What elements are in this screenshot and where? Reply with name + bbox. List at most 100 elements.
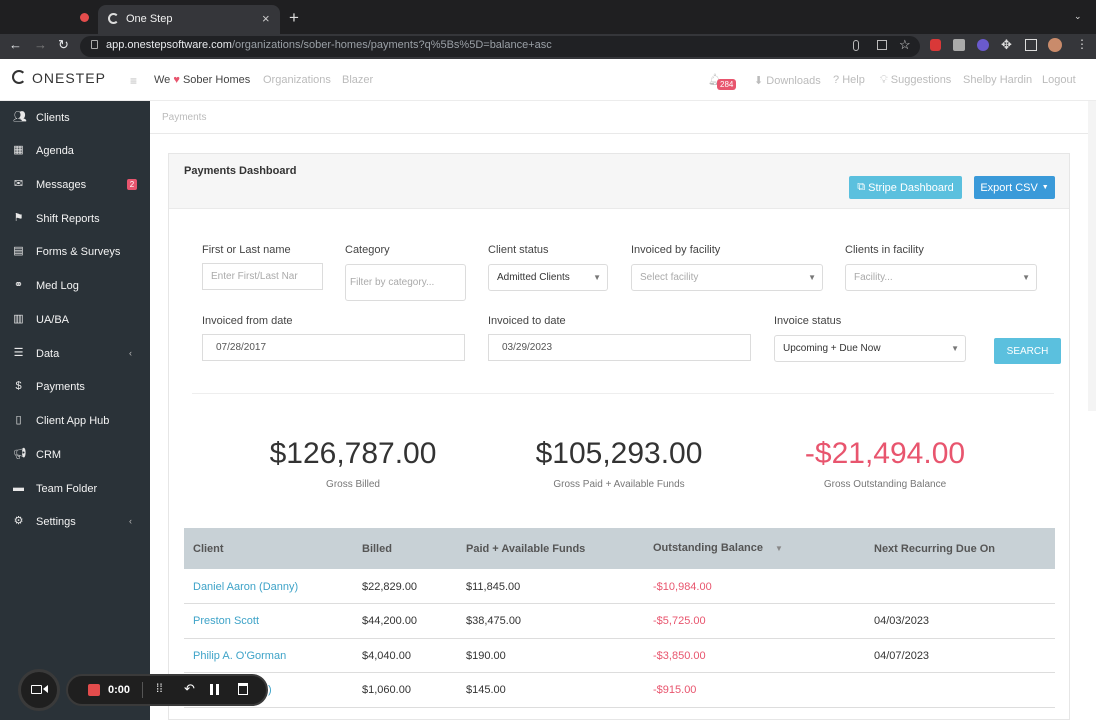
chevron-left-icon: ‹ — [129, 348, 132, 358]
sidebar-item-uaba[interactable]: ▥ UA/BA — [0, 303, 150, 337]
sidebar-item-team-folder[interactable]: ▬ Team Folder — [0, 472, 150, 506]
org-switcher[interactable]: We ♥ Sober Homes — [154, 74, 250, 86]
sidebar-item-label: Settings — [36, 516, 76, 528]
sidebar-item-data[interactable]: ☰ Data ‹ — [0, 337, 150, 371]
category-input[interactable]: Filter by category... — [345, 264, 466, 301]
sidebar-item-messages[interactable]: ✉ Messages 2 — [0, 168, 150, 202]
app-logo[interactable]: ONESTEP — [32, 70, 106, 86]
sidebar-item-forms-surveys[interactable]: ▤ Forms & Surveys — [0, 235, 150, 269]
cup-icon: ▥ — [13, 313, 24, 325]
client-status-label: Client status — [488, 244, 549, 256]
invoiced-by-select[interactable]: Select facility ▼ — [631, 264, 823, 291]
search-button[interactable]: SEARCH — [994, 338, 1061, 364]
from-date-input[interactable]: 07/28/2017 — [202, 334, 465, 361]
forward-icon[interactable]: → — [34, 37, 47, 52]
download-icon: ⬇ — [754, 75, 764, 87]
address-bar[interactable] — [80, 36, 920, 57]
client-status-select[interactable]: Admitted Clients ▼ — [488, 264, 608, 291]
nav-logout[interactable]: Logout — [1042, 74, 1076, 86]
sidebar-item-label: Clients — [36, 112, 70, 124]
from-date-label: Invoiced from date — [202, 315, 293, 327]
extension-purple-icon[interactable] — [977, 39, 989, 51]
clients-in-label: Clients in facility — [845, 244, 924, 256]
to-date-input[interactable]: 03/29/2023 — [488, 334, 751, 361]
nav-blazer[interactable]: Blazer — [342, 74, 374, 86]
billed-cell: $44,200.00 — [362, 615, 418, 627]
sidebar-item-med-log[interactable]: ⚭ Med Log — [0, 269, 150, 303]
sidebar-item-label: Messages — [36, 179, 87, 191]
column-paid[interactable]: Paid + Available Funds — [466, 543, 586, 555]
reload-icon[interactable]: ↻ — [58, 37, 69, 52]
extension-red-icon[interactable] — [930, 39, 941, 51]
sidebar-item-settings[interactable]: ⚙ Settings ‹ — [0, 505, 150, 539]
back-icon[interactable]: ← — [9, 37, 22, 52]
sidebar-item-label: Forms & Surveys — [36, 246, 121, 258]
invoice-status-select[interactable]: Upcoming + Due Now ▼ — [774, 335, 966, 362]
file-icon: ▤ — [13, 245, 24, 257]
nav-help[interactable]: ? Help — [833, 74, 865, 86]
breadcrumb[interactable]: Payments — [162, 112, 207, 123]
billed-cell: $1,060.00 — [362, 684, 411, 696]
sidebar-item-crm[interactable]: 📢︎ CRM — [0, 438, 150, 472]
lock-icon — [91, 40, 98, 49]
export-csv-button[interactable]: Export CSV ▼ — [974, 176, 1055, 199]
sidebar-item-clients[interactable]: 👥︎ Clients — [0, 101, 150, 135]
mobile-icon: ▯ — [15, 414, 22, 426]
client-link[interactable]: Philip A. O'Gorman — [193, 650, 287, 662]
camera-toggle[interactable] — [18, 669, 60, 711]
column-billed[interactable]: Billed — [362, 543, 392, 555]
sidepanel-icon[interactable] — [1025, 39, 1037, 51]
undo-icon[interactable]: ↶ — [184, 681, 195, 696]
column-next-due[interactable]: Next Recurring Due On — [874, 543, 996, 555]
onestep-logo-icon — [12, 70, 26, 84]
sidebar-item-client-app-hub[interactable]: ▯ Client App Hub — [0, 404, 150, 438]
column-client[interactable]: Client — [193, 543, 224, 555]
profile-avatar[interactable] — [1048, 38, 1062, 52]
org-prefix: We — [154, 74, 171, 86]
extension-gray-icon[interactable] — [953, 39, 965, 51]
nav-user[interactable]: Shelby Hardin — [963, 74, 1033, 86]
client-link[interactable]: Daniel Aaron (Danny) — [193, 581, 299, 593]
tab-title: One Step — [126, 13, 173, 25]
nav-organizations[interactable]: Organizations — [263, 74, 331, 86]
stop-record-icon[interactable] — [88, 684, 100, 696]
nav-downloads[interactable]: ⬇ Downloads — [754, 74, 821, 87]
browser-tab[interactable]: One Step × — [98, 5, 280, 34]
gross-outstanding-label: Gross Outstanding Balance — [823, 479, 947, 490]
gross-paid-label: Gross Paid + Available Funds — [553, 479, 685, 490]
sidebar-item-agenda[interactable]: ▦ Agenda — [0, 134, 150, 168]
menu-toggle-icon[interactable]: ≡ — [130, 74, 138, 88]
divider — [150, 133, 1088, 134]
sidebar-item-shift-reports[interactable]: ⚑ Shift Reports — [0, 202, 150, 236]
users-icon: 👥︎ — [13, 111, 27, 123]
trash-icon[interactable] — [238, 683, 248, 695]
calendar-icon: ▦ — [13, 144, 24, 156]
stripe-dashboard-button[interactable]: ⧉ Stripe Dashboard — [849, 176, 962, 199]
bookmark-star-icon[interactable]: ☆ — [899, 37, 911, 52]
microphone-icon[interactable] — [853, 40, 859, 51]
browser-menu-icon[interactable]: ⋮ — [1076, 37, 1088, 51]
tab-search-chevron-icon[interactable]: ⌄ — [1074, 11, 1082, 21]
table-row — [184, 604, 1055, 639]
table-row — [184, 673, 1055, 708]
page-scrollbar[interactable] — [1088, 101, 1096, 411]
client-link[interactable]: Preston Scott — [193, 615, 260, 627]
column-outstanding[interactable]: Outstanding Balance — [653, 542, 764, 554]
messages-badge: 2 — [127, 179, 137, 190]
extensions-puzzle-icon[interactable]: ✥ — [1001, 37, 1012, 52]
sort-icon[interactable]: ▼ — [775, 544, 783, 553]
gear-icon: ⚙ — [13, 515, 24, 527]
client-link[interactable]: ) — [268, 684, 272, 696]
nav-suggestions[interactable]: 💡︎ Suggestions — [880, 74, 951, 87]
pause-icon[interactable] — [210, 684, 213, 695]
new-tab-icon[interactable]: + — [289, 8, 299, 27]
name-input[interactable]: Enter First/Last Nar — [202, 263, 323, 290]
drag-handle-icon[interactable]: ⁞⁞ — [156, 681, 163, 695]
sidebar-item-label: Data — [36, 348, 60, 360]
clients-in-select[interactable]: Facility... ▼ — [845, 264, 1037, 291]
category-filter-label: Category — [345, 244, 390, 256]
sidebar-item-payments[interactable]: $ Payments — [0, 370, 150, 404]
to-date-label: Invoiced to date — [488, 315, 566, 327]
tab-close-icon[interactable]: × — [262, 11, 270, 26]
share-icon[interactable] — [877, 40, 887, 50]
